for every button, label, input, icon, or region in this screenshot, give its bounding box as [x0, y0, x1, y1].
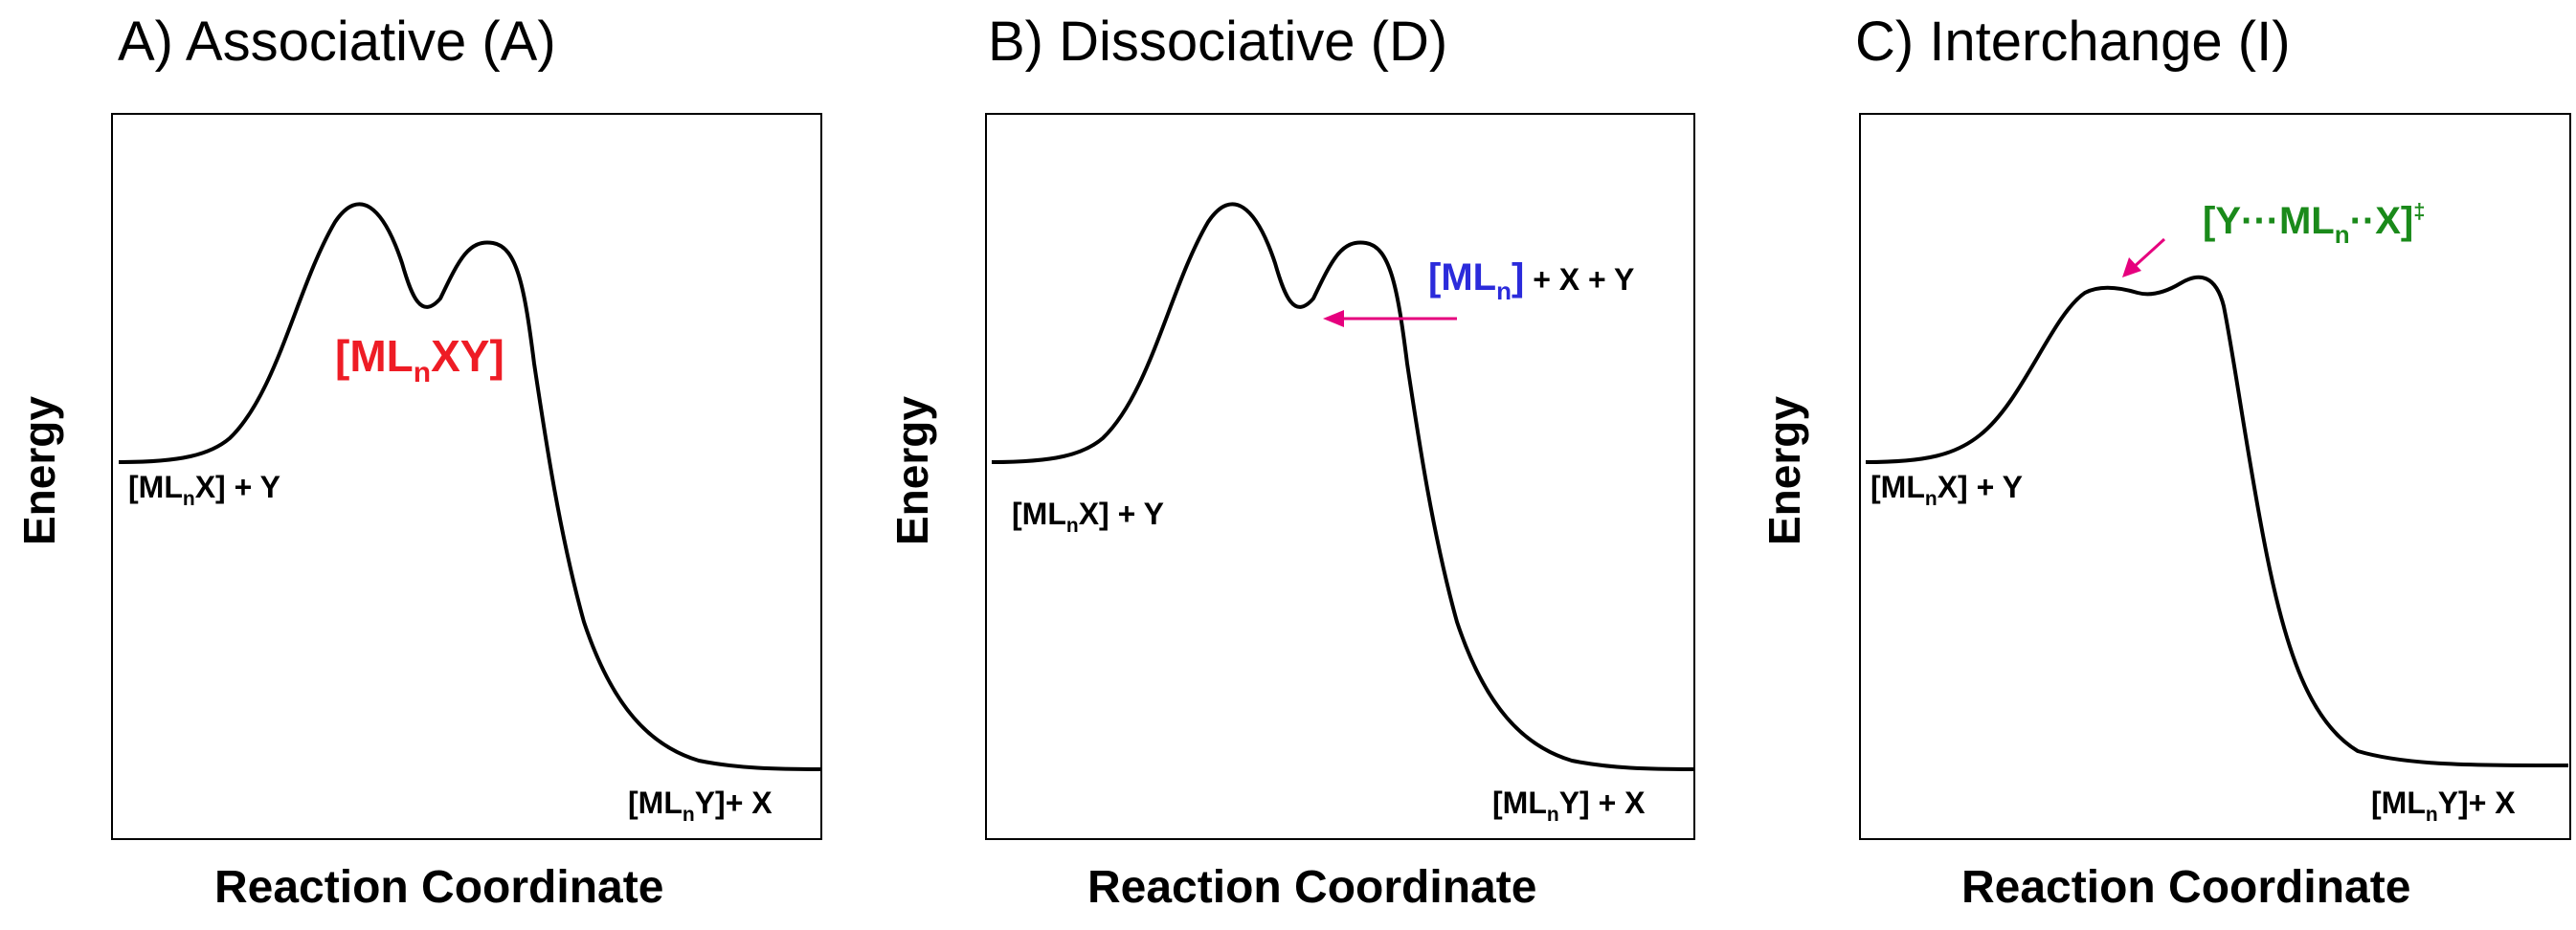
- product-label: [MLnY] + X: [1492, 786, 1646, 826]
- energy-diagram: [MLnX] + Y [MLnY] + X [MLn] + X + Y: [985, 113, 1695, 840]
- energy-curve: [991, 202, 1695, 771]
- transition-state-label: [Y···MLn··X]‡: [2203, 199, 2426, 249]
- energy-diagram: [MLnX] + Y [MLnY]+ X [MLnXY]: [111, 113, 822, 840]
- plot-frame: [111, 113, 822, 840]
- panel-title: A) Associative (A): [118, 11, 556, 73]
- plot-frame: [1859, 113, 2571, 840]
- panel-associative: A) Associative (A) Energy Reaction Coord…: [0, 0, 842, 930]
- energy-diagram: [MLnX] + Y [MLnY]+ X [Y···MLn··X]‡: [1859, 113, 2571, 840]
- reactant-label: [MLnX] + Y: [1012, 497, 1164, 537]
- x-axis-label: Reaction Coordinate: [1087, 862, 1537, 913]
- reactant-label: [MLnX] + Y: [128, 470, 280, 510]
- panel-title: C) Interchange (I): [1855, 11, 2291, 73]
- panel-dissociative: B) Dissociative (D) Energy Reaction Coor…: [873, 0, 1715, 930]
- x-axis-label: Reaction Coordinate: [1961, 862, 2411, 913]
- energy-curve: [118, 202, 822, 771]
- product-label: [MLnY]+ X: [2371, 786, 2516, 826]
- plot-frame: [985, 113, 1695, 840]
- energy-curve: [1865, 275, 2569, 767]
- panel-interchange: C) Interchange (I) Energy Reaction Coord…: [1745, 0, 2576, 930]
- panel-title: B) Dissociative (D): [988, 11, 1448, 73]
- intermediate-label: [MLnXY]: [335, 331, 504, 388]
- intermediate-label: [MLn] + X + Y: [1428, 256, 1634, 305]
- transition-state-arrow-shaft: [2131, 237, 2166, 270]
- x-axis-label: Reaction Coordinate: [214, 862, 664, 913]
- reactant-label: [MLnX] + Y: [1870, 470, 2023, 510]
- intermediate-arrow-head: [1323, 310, 1344, 327]
- transition-state-arrow-head: [2122, 257, 2141, 277]
- product-label: [MLnY]+ X: [628, 786, 773, 826]
